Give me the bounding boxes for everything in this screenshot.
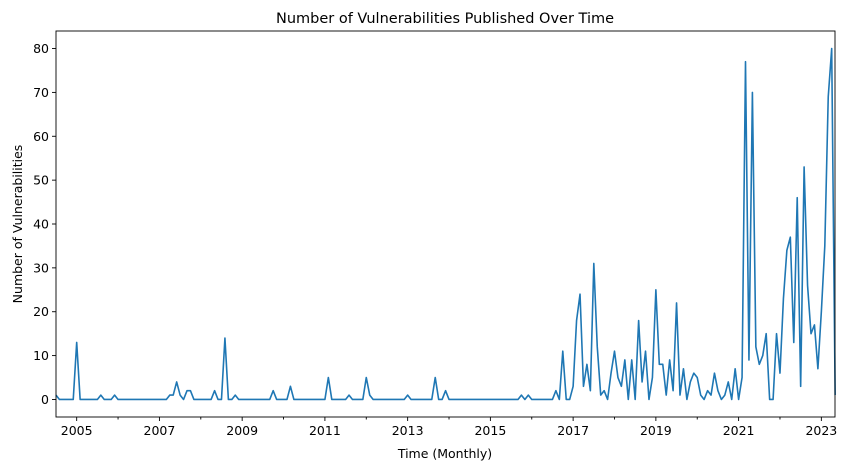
- series-line: [55, 47, 836, 401]
- y-tick-label: 80: [33, 41, 49, 56]
- plot-frame: [55, 30, 836, 418]
- x-tick-label: 2023: [805, 423, 837, 438]
- x-tick-label: 2007: [144, 423, 176, 438]
- y-axis-ticks: 0 10 20 30 40 50 60 70 80: [33, 41, 56, 407]
- x-tick-label: 2011: [309, 423, 341, 438]
- y-tick-label: 50: [33, 173, 49, 188]
- x-axis-label: Time (Monthly): [397, 446, 492, 461]
- x-tick-label: 2013: [392, 423, 424, 438]
- x-tick-label: 2015: [474, 423, 506, 438]
- y-tick-label: 60: [33, 129, 49, 144]
- y-tick-label: 20: [33, 304, 49, 319]
- series-layer: [55, 47, 836, 401]
- y-tick-label: 40: [33, 217, 49, 232]
- y-axis-label: Number of Vulnerabilities: [10, 145, 25, 304]
- x-tick-label: 2005: [61, 423, 93, 438]
- chart-title: Number of Vulnerabilities Published Over…: [276, 11, 614, 27]
- x-tick-label: 2009: [226, 423, 258, 438]
- x-tick-label: 2017: [557, 423, 589, 438]
- y-tick-label: 70: [33, 85, 49, 100]
- x-tick-label: 2021: [723, 423, 755, 438]
- y-tick-label: 10: [33, 348, 49, 363]
- x-axis-ticks: 2005 2007 2009 2011 2013 2015 2017 2019 2021 2023: [61, 417, 837, 438]
- x-tick-label: 2019: [640, 423, 672, 438]
- y-tick-label: 30: [33, 260, 49, 275]
- y-tick-label: 0: [41, 392, 49, 407]
